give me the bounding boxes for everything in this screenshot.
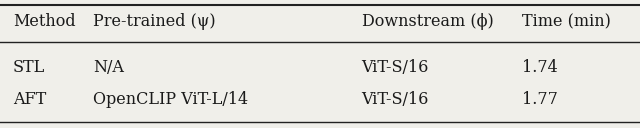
Text: Pre-trained (ψ): Pre-trained (ψ) [93, 13, 216, 30]
Text: ViT-S/16: ViT-S/16 [362, 60, 429, 77]
Text: Downstream (ϕ): Downstream (ϕ) [362, 13, 493, 30]
Text: OpenCLIP ViT-L/14: OpenCLIP ViT-L/14 [93, 92, 248, 109]
Text: Time (min): Time (min) [522, 13, 611, 30]
Text: AFT: AFT [13, 92, 46, 109]
Text: STL: STL [13, 60, 45, 77]
Text: Method: Method [13, 13, 76, 30]
Text: 1.74: 1.74 [522, 60, 557, 77]
Text: N/A: N/A [93, 60, 124, 77]
Text: 1.77: 1.77 [522, 92, 557, 109]
Text: ViT-S/16: ViT-S/16 [362, 92, 429, 109]
